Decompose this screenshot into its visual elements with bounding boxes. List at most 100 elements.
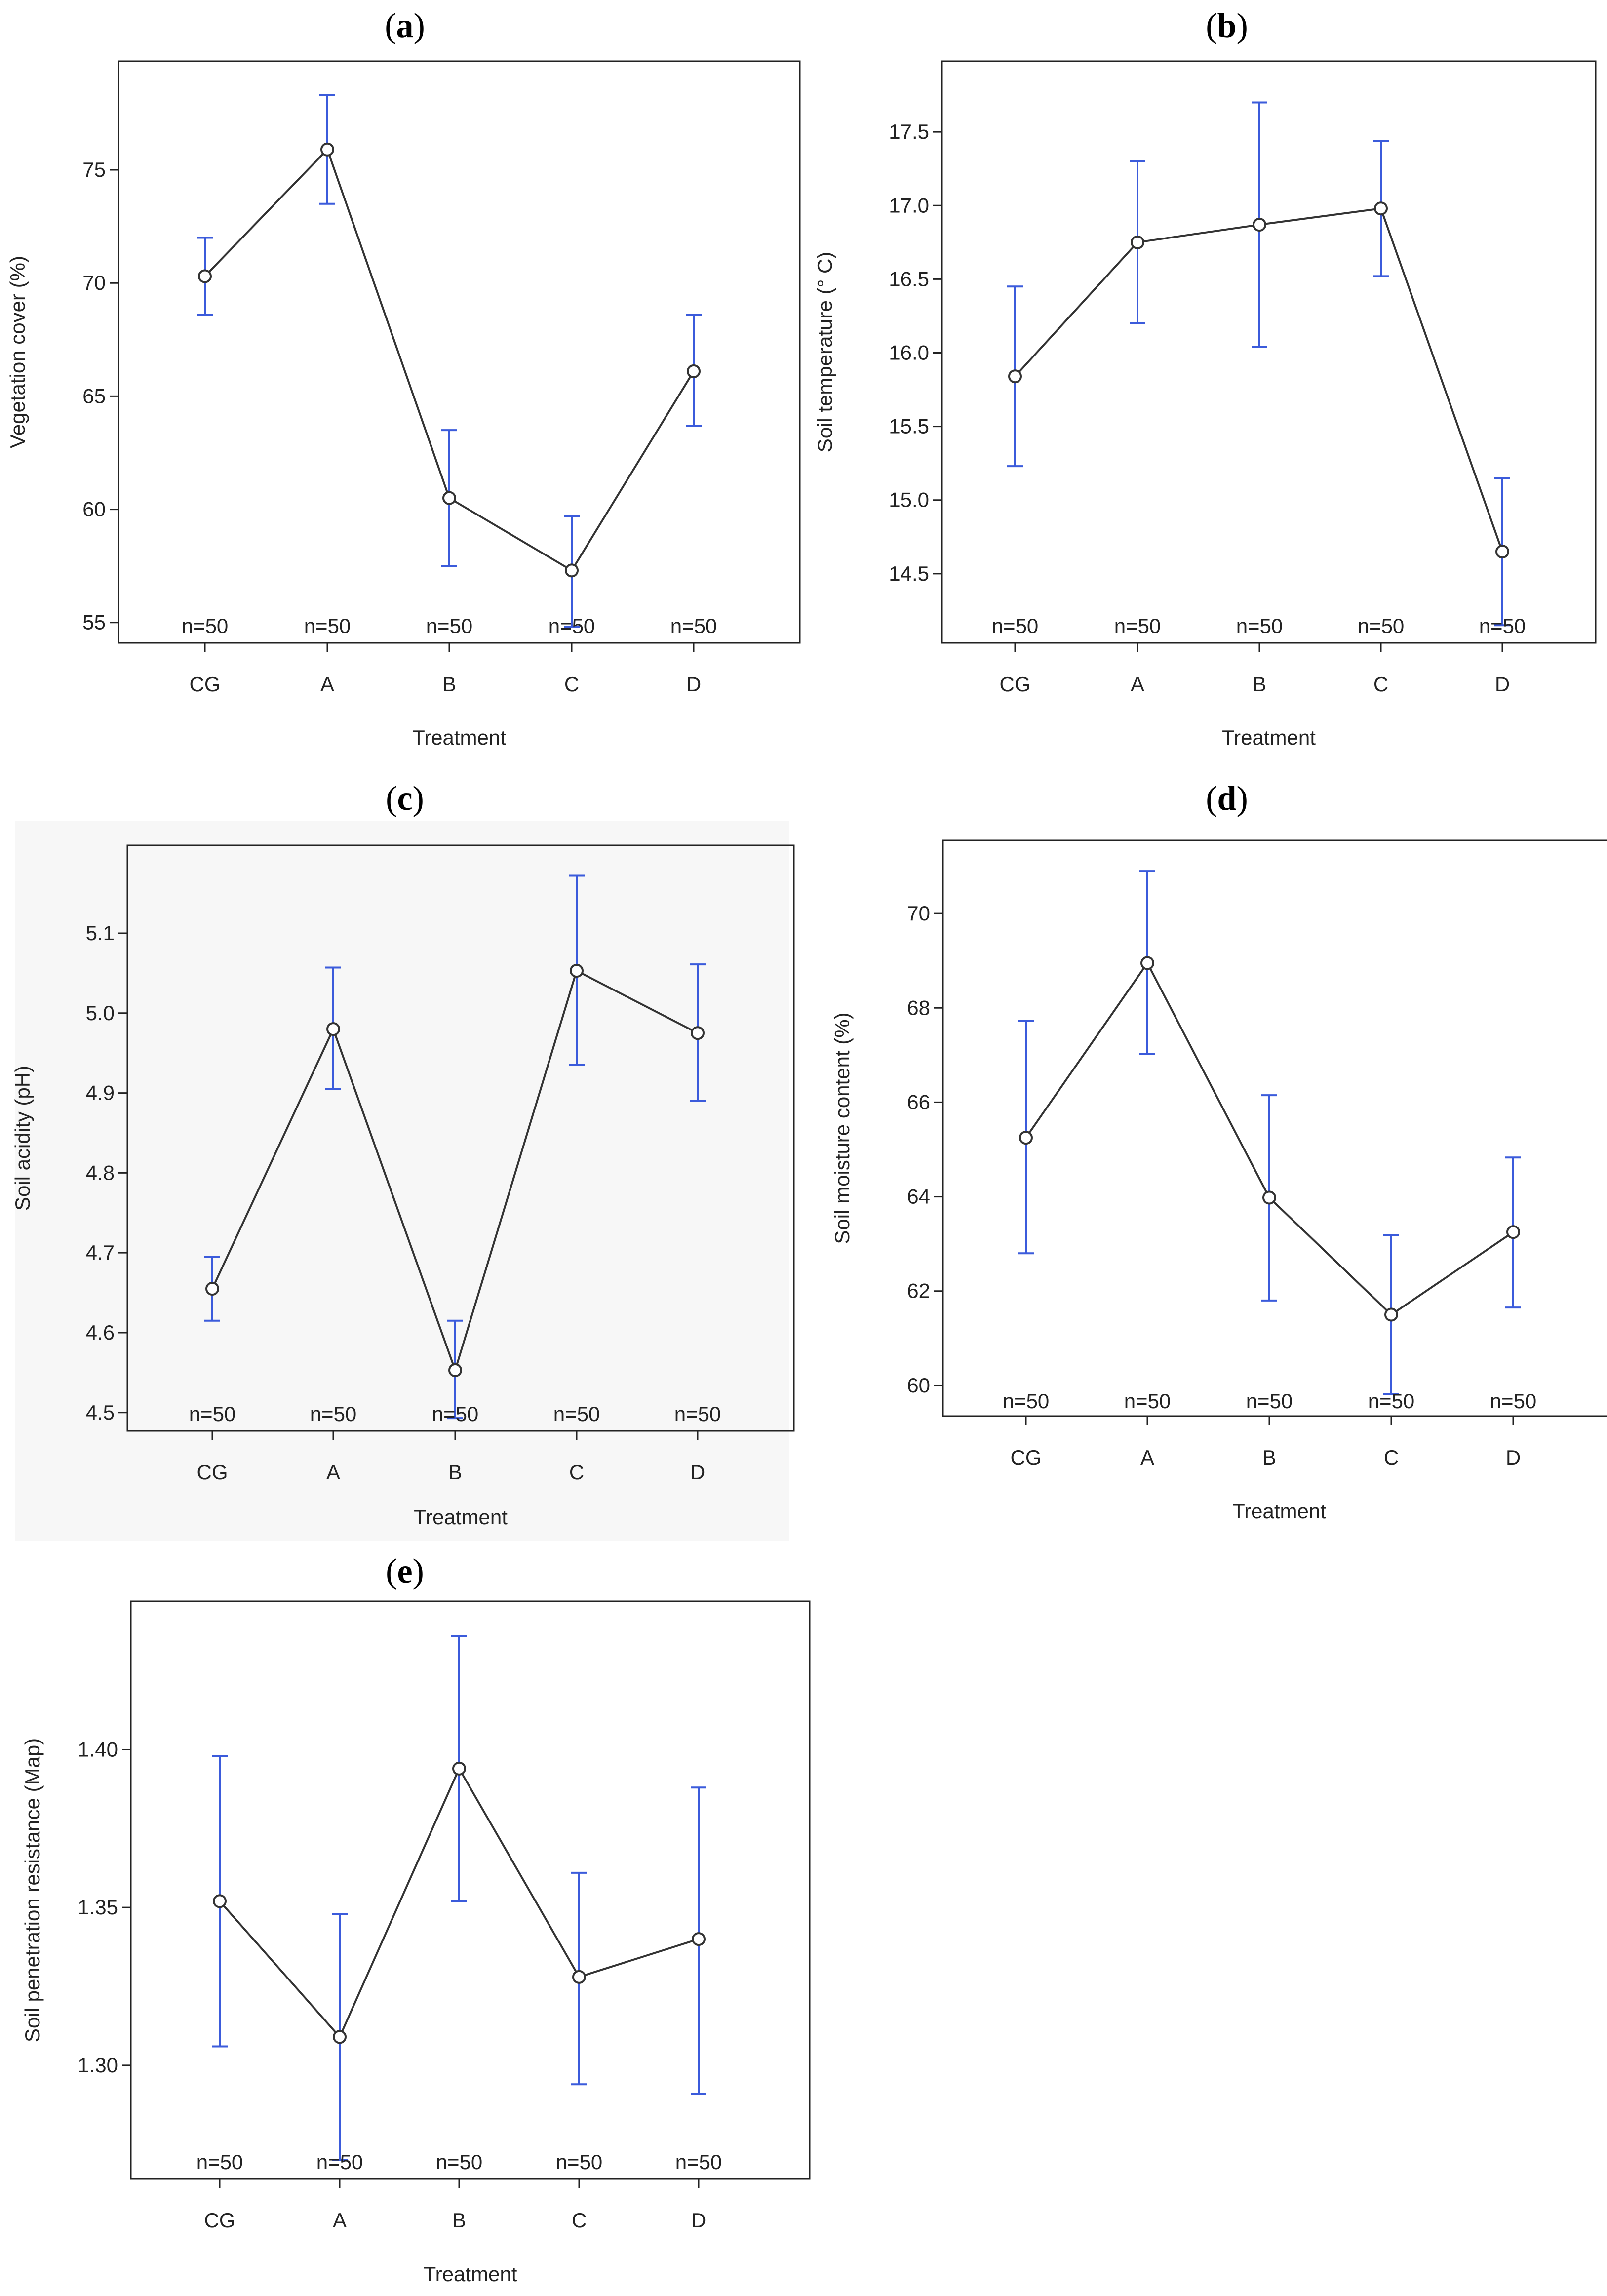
y-tick-label: 66 [907, 1090, 930, 1113]
x-tick-label: D [690, 1461, 705, 1484]
x-tick-label: CG [204, 2209, 235, 2232]
x-tick-label: A [326, 1461, 340, 1484]
data-point-A [1131, 235, 1144, 249]
data-point-B [448, 1363, 462, 1378]
n-label: n=50 [556, 2150, 603, 2174]
y-tick-label: 1.35 [78, 1896, 118, 1919]
data-point-C [570, 964, 584, 978]
n-label: n=50 [310, 1402, 357, 1425]
n-label: n=50 [674, 1402, 721, 1425]
data-point-C [565, 563, 579, 578]
x-tick-label: C [564, 673, 579, 696]
panel-background [15, 821, 789, 1541]
y-tick-label: 17.5 [889, 120, 929, 143]
y-tick-label: 70 [907, 902, 930, 925]
data-point-B [1262, 1190, 1276, 1205]
x-tick-label: B [1262, 1446, 1276, 1469]
n-label: n=50 [182, 614, 229, 637]
y-tick-label: 4.5 [86, 1401, 115, 1424]
chart-panel-e: (e) 1.30 1.35 1.40 CG A B C D Treatment Soil penet… [21, 1552, 811, 2286]
n-label: n=50 [1114, 614, 1161, 637]
data-point-D [692, 1932, 706, 1946]
panel-label: (e) [386, 1552, 424, 1590]
x-tick-label: C [1384, 1446, 1399, 1469]
data-point-D [1495, 545, 1509, 559]
data-point-CG [213, 1894, 227, 1908]
data-point-B [442, 491, 456, 505]
n-label: n=50 [1368, 1389, 1415, 1413]
n-label: n=50 [992, 614, 1039, 637]
plot-frame [126, 844, 795, 1432]
x-axis-title: Treatment [412, 726, 506, 749]
y-tick-label: 55 [82, 611, 106, 634]
n-label: n=50 [670, 614, 717, 637]
plot-frame [942, 839, 1607, 1417]
n-label: n=50 [316, 2150, 363, 2174]
x-tick-label: B [1253, 673, 1266, 696]
n-label: n=50 [189, 1402, 236, 1425]
x-tick-label: B [452, 2209, 466, 2232]
n-label: n=50 [1358, 614, 1405, 637]
panel-label: (d) [1206, 780, 1248, 818]
y-axis-title: Soil penetration resistance (Map) [21, 1738, 44, 2042]
y-tick-label: 4.8 [86, 1161, 115, 1184]
y-tick-label: 14.5 [889, 562, 929, 585]
chart-panel-d: (d) 60 62 64 66 68 70 CG A B C D Treatment Soil moist… [830, 780, 1607, 1523]
x-tick-label: D [691, 2209, 706, 2232]
panel-label: (b) [1206, 7, 1248, 45]
data-point-C [1384, 1307, 1398, 1322]
plot-frame [130, 1600, 811, 2180]
y-tick-label: 1.30 [78, 2054, 118, 2077]
x-tick-label: C [572, 2209, 587, 2232]
data-point-B [1253, 218, 1266, 232]
y-tick-label: 4.6 [86, 1321, 115, 1344]
n-label: n=50 [1490, 1389, 1537, 1413]
x-tick-label: B [448, 1461, 462, 1484]
data-point-D [687, 364, 701, 378]
data-point-D [691, 1026, 705, 1040]
data-point-B [452, 1761, 466, 1776]
x-axis-title: Treatment [424, 2262, 517, 2286]
n-label: n=50 [436, 2150, 483, 2174]
x-axis-title: Treatment [1222, 726, 1316, 749]
y-tick-label: 60 [82, 498, 106, 521]
y-tick-label: 15.5 [889, 415, 929, 438]
x-tick-label: A [333, 2209, 347, 2232]
y-tick-label: 1.40 [78, 1738, 118, 1761]
x-tick-label: A [1131, 673, 1144, 696]
y-tick-label: 70 [82, 271, 106, 294]
y-tick-label: 17.0 [889, 194, 929, 217]
x-tick-label: A [320, 673, 334, 696]
y-tick-label: 62 [907, 1279, 930, 1303]
data-point-C [1374, 201, 1388, 216]
x-axis-title: Treatment [414, 1505, 508, 1529]
x-tick-label: CG [197, 1461, 228, 1484]
data-point-A [1140, 956, 1154, 970]
x-tick-label: D [1495, 673, 1510, 696]
x-tick-label: D [686, 673, 701, 696]
x-tick-label: C [1373, 673, 1388, 696]
panel-label: (c) [386, 780, 424, 818]
x-axis-title: Treatment [1232, 1500, 1326, 1523]
y-axis-title: Vegetation cover (%) [6, 256, 29, 448]
data-point-CG [198, 269, 212, 283]
n-label: n=50 [304, 614, 351, 637]
data-point-A [333, 2030, 347, 2044]
y-tick-label: 4.9 [86, 1081, 115, 1105]
y-tick-label: 60 [907, 1374, 930, 1397]
y-tick-label: 5.0 [86, 1001, 115, 1025]
data-point-A [320, 142, 334, 157]
x-tick-label: CG [190, 673, 221, 696]
data-point-C [572, 1970, 586, 1984]
data-point-CG [205, 1281, 219, 1296]
y-tick-label: 5.1 [86, 921, 115, 945]
y-tick-label: 4.7 [86, 1241, 115, 1264]
y-tick-label: 75 [82, 158, 106, 181]
y-tick-label: 65 [82, 384, 106, 407]
n-label: n=50 [426, 614, 473, 637]
data-point-D [1506, 1225, 1520, 1239]
y-tick-label: 15.0 [889, 488, 929, 512]
y-tick-label: 64 [907, 1185, 930, 1208]
y-axis-title: Soil moisture content (%) [830, 1012, 854, 1244]
